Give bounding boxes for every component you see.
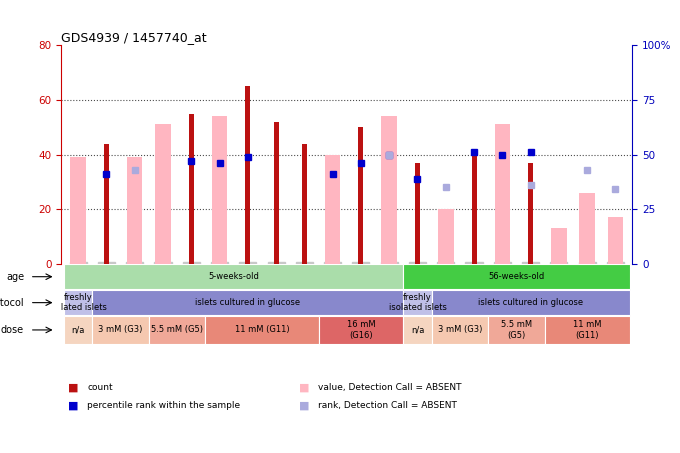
Bar — [471, 154, 477, 264]
Bar — [127, 157, 143, 264]
Bar — [403, 316, 432, 344]
Text: islets cultured in glucose: islets cultured in glucose — [478, 298, 583, 307]
Text: age: age — [6, 272, 24, 282]
Bar — [358, 127, 364, 264]
Text: dose: dose — [1, 325, 24, 335]
Text: ■: ■ — [68, 382, 78, 392]
Bar — [325, 154, 341, 264]
Text: protocol: protocol — [0, 298, 24, 308]
Bar — [579, 193, 595, 264]
Bar — [245, 86, 250, 264]
Bar — [155, 125, 171, 264]
Text: 3 mM (G3): 3 mM (G3) — [438, 325, 482, 334]
Text: 56-weeks-old: 56-weeks-old — [488, 272, 545, 281]
Bar — [189, 114, 194, 264]
Bar — [104, 144, 109, 264]
Bar — [302, 144, 307, 264]
Text: freshly
isolated islets: freshly isolated islets — [388, 293, 447, 312]
Text: percentile rank within the sample: percentile rank within the sample — [87, 401, 240, 410]
Text: 11 mM (G11): 11 mM (G11) — [235, 325, 289, 334]
Text: n/a: n/a — [71, 325, 85, 334]
Bar — [92, 290, 403, 315]
Text: ■: ■ — [299, 400, 309, 410]
Text: rank, Detection Call = ABSENT: rank, Detection Call = ABSENT — [318, 401, 457, 410]
Bar — [273, 122, 279, 264]
Bar — [545, 316, 630, 344]
Text: 5.5 mM (G5): 5.5 mM (G5) — [151, 325, 203, 334]
Bar — [528, 163, 533, 264]
Bar — [71, 157, 86, 264]
Bar — [64, 316, 92, 344]
Bar — [403, 264, 630, 289]
Text: GDS4939 / 1457740_at: GDS4939 / 1457740_at — [61, 31, 207, 44]
Bar — [403, 290, 432, 315]
Bar — [608, 217, 623, 264]
Bar — [381, 116, 397, 264]
Text: n/a: n/a — [411, 325, 424, 334]
Bar — [149, 316, 205, 344]
Bar — [211, 116, 227, 264]
Text: 5-weeks-old: 5-weeks-old — [208, 272, 259, 281]
Bar — [432, 290, 630, 315]
Bar — [205, 316, 318, 344]
Text: count: count — [87, 383, 113, 392]
Text: islets cultured in glucose: islets cultured in glucose — [195, 298, 301, 307]
Bar — [488, 316, 545, 344]
Text: 11 mM
(G11): 11 mM (G11) — [573, 320, 601, 340]
Text: value, Detection Call = ABSENT: value, Detection Call = ABSENT — [318, 383, 462, 392]
Bar — [92, 316, 149, 344]
Text: 3 mM (G3): 3 mM (G3) — [99, 325, 143, 334]
Text: ■: ■ — [68, 400, 78, 410]
Bar — [318, 316, 403, 344]
Bar — [432, 316, 488, 344]
Text: freshly
isolated islets: freshly isolated islets — [49, 293, 107, 312]
Bar — [64, 290, 92, 315]
Bar — [415, 163, 420, 264]
Bar — [64, 264, 403, 289]
Bar — [551, 228, 566, 264]
Bar — [494, 125, 510, 264]
Bar — [438, 209, 454, 264]
Text: 16 mM
(G16): 16 mM (G16) — [347, 320, 375, 340]
Text: 5.5 mM
(G5): 5.5 mM (G5) — [501, 320, 532, 340]
Text: ■: ■ — [299, 382, 309, 392]
